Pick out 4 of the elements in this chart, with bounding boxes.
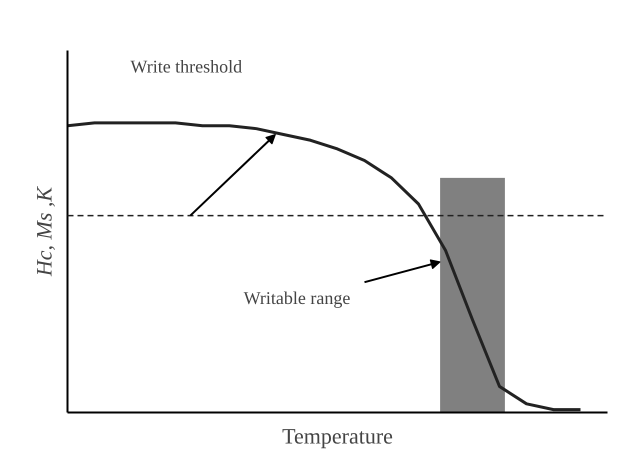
y-axis-title: Hc, Ms ,K [32, 186, 56, 278]
x-axis-title: Temperature [282, 424, 393, 448]
ref-line-label: Write threshold [130, 56, 242, 77]
annotation: Writable range [244, 288, 350, 308]
